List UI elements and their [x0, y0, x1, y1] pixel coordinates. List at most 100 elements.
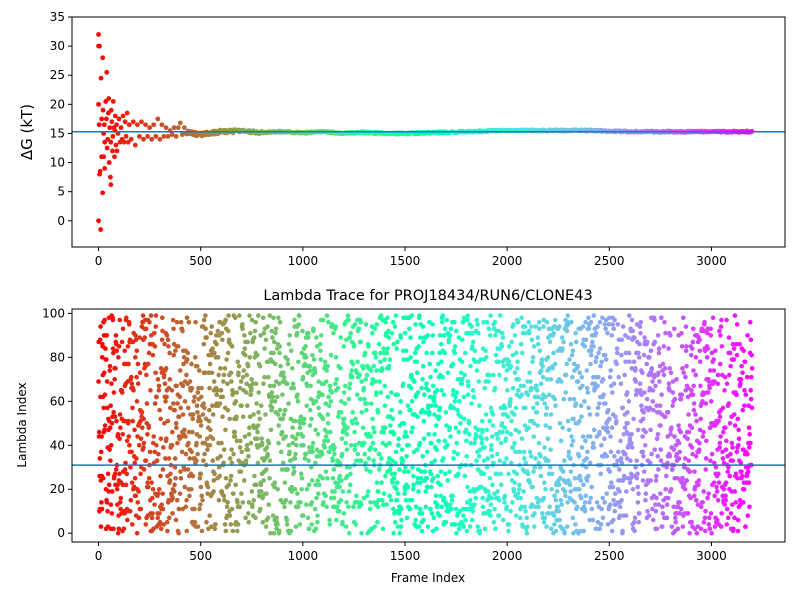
lambda-point — [133, 493, 139, 499]
lambda-point — [146, 475, 152, 481]
lambda-point — [171, 326, 176, 332]
lambda-point — [428, 471, 434, 477]
lambda-point — [163, 456, 168, 461]
lambda-point — [595, 519, 601, 525]
lambda-point — [338, 366, 343, 371]
lambda-point — [382, 403, 388, 409]
lambda-point — [159, 337, 165, 343]
lambda-point — [98, 449, 104, 455]
lambda-point — [746, 425, 752, 430]
lambda-point — [732, 423, 738, 428]
lambda-point — [593, 526, 599, 532]
lambda-point — [616, 374, 622, 380]
lambda-point — [223, 427, 228, 433]
lambda-point — [497, 458, 503, 463]
lambda-point — [732, 313, 738, 318]
delta-g-point — [139, 119, 144, 125]
lambda-point — [652, 339, 658, 345]
lambda-point — [632, 335, 637, 340]
lambda-point — [739, 363, 744, 369]
lambda-point — [605, 330, 610, 336]
lambda-point — [276, 423, 282, 428]
lambda-point — [403, 464, 408, 470]
lambda-point — [558, 497, 564, 503]
lambda-point — [141, 467, 147, 472]
lambda-point — [659, 315, 664, 321]
lambda-point — [465, 379, 471, 384]
lambda-point — [611, 326, 617, 332]
lambda-point — [589, 506, 595, 512]
lambda-point — [361, 495, 367, 501]
lambda-point — [362, 350, 368, 356]
lambda-point — [433, 368, 438, 373]
lambda-point — [631, 519, 637, 525]
lambda-point — [722, 502, 728, 507]
lambda-point — [608, 502, 613, 507]
lambda-point — [262, 374, 267, 380]
lambda-point — [432, 431, 437, 437]
lambda-point — [370, 330, 375, 336]
lambda-point — [391, 506, 396, 512]
lambda-point — [508, 363, 514, 369]
lambda-point — [688, 495, 693, 501]
lambda-point — [184, 357, 190, 362]
lambda-point — [454, 390, 460, 395]
lambda-point — [683, 324, 689, 329]
lambda-point — [738, 460, 744, 466]
lambda-point — [545, 355, 551, 360]
lambda-point — [582, 508, 588, 514]
lambda-point — [496, 513, 502, 518]
lambda-point — [162, 341, 167, 347]
lambda-point — [186, 319, 192, 325]
lambda-point — [224, 357, 229, 362]
lambda-point — [492, 319, 498, 325]
lambda-x-axis: 0 500 1000 1500 2000 2500 3000 — [95, 542, 727, 563]
lambda-point — [587, 500, 592, 505]
lambda-point — [101, 370, 107, 376]
lambda-point — [547, 464, 553, 470]
lambda-point — [487, 508, 492, 514]
delta-g-point — [96, 122, 102, 128]
lambda-point — [490, 482, 495, 488]
lambda-point — [258, 403, 264, 409]
lambda-point — [545, 436, 551, 441]
lambda-point — [672, 434, 677, 439]
lambda-point — [636, 491, 641, 496]
lambda-point — [579, 374, 585, 380]
lambda-point — [353, 458, 359, 463]
lambda-point — [409, 313, 415, 318]
lambda-point — [409, 429, 414, 435]
lambda-point — [580, 324, 586, 329]
lambda-point — [242, 434, 248, 439]
lambda-point — [157, 519, 163, 525]
lambda-point — [654, 436, 660, 441]
lambda-points — [96, 313, 755, 536]
lambda-point — [459, 359, 465, 365]
lambda-point — [237, 504, 243, 510]
lambda-point — [175, 401, 180, 406]
lambda-point — [660, 361, 666, 367]
lambda-point — [121, 526, 127, 532]
lambda-point — [480, 495, 485, 501]
lambda-point — [684, 344, 689, 349]
lambda-point — [656, 502, 662, 507]
lambda-point — [718, 524, 724, 529]
lambda-point — [404, 515, 410, 521]
lambda-point — [199, 385, 204, 391]
lambda-point — [267, 383, 273, 389]
lambda-point — [275, 522, 280, 527]
lambda-point — [300, 328, 305, 334]
lambda-point — [200, 412, 206, 417]
lambda-point — [546, 511, 551, 516]
lambda-point — [243, 390, 249, 395]
lambda-point — [344, 500, 349, 505]
lambda-point — [619, 337, 625, 343]
lambda-point — [134, 456, 139, 461]
lambda-point — [118, 425, 123, 430]
lambda-point — [638, 319, 644, 325]
lambda-point — [685, 511, 691, 516]
lambda-point — [341, 390, 347, 395]
lambda-point — [646, 513, 652, 518]
lambda-point — [564, 361, 570, 367]
delta-g-point — [123, 133, 129, 139]
